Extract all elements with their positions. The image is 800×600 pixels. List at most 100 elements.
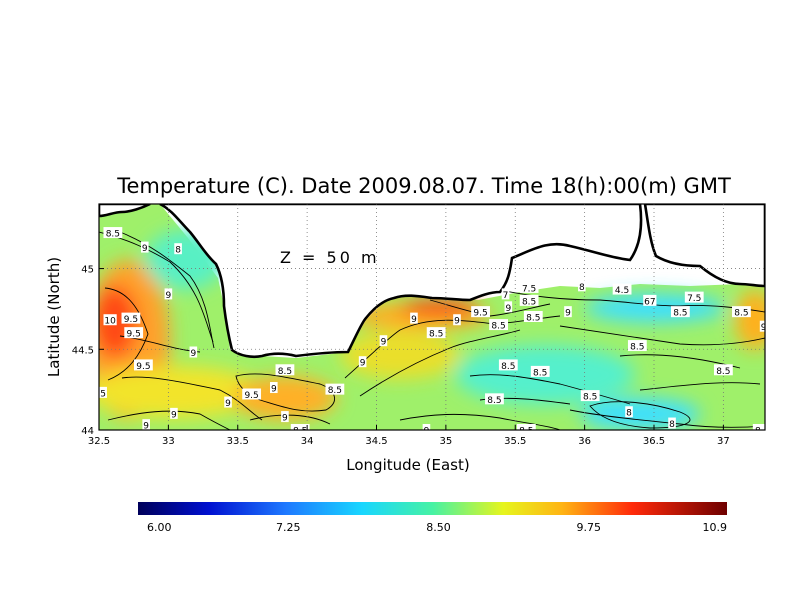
colorbar-tick-label: 9.75 bbox=[577, 521, 602, 534]
contour-label-bg bbox=[99, 386, 107, 398]
contour-label: 7.5 bbox=[522, 284, 536, 294]
contour-label: 8.5 bbox=[501, 362, 515, 372]
isotherm-line bbox=[429, 299, 551, 317]
contour-label: 8.5 bbox=[491, 322, 505, 332]
colorbar-tick-label: 10.9 bbox=[703, 521, 728, 534]
contour-label: 9 bbox=[505, 304, 511, 314]
contour-label: 9.5 bbox=[136, 362, 150, 372]
contour-label: 9 bbox=[360, 359, 366, 369]
contour-label: 9 bbox=[171, 410, 177, 420]
contour-label: 8.5 bbox=[526, 314, 540, 324]
contour-label-bg bbox=[121, 312, 141, 324]
crimea-land bbox=[159, 204, 643, 359]
contour-label: 7.5 bbox=[687, 294, 701, 304]
hot-strip-coast bbox=[400, 300, 480, 316]
isotherm-line bbox=[121, 376, 263, 421]
x-tick-label: 33.5 bbox=[227, 436, 249, 447]
isotherm-line bbox=[469, 374, 631, 405]
colorbar-tick-label: 6.00 bbox=[147, 521, 172, 534]
x-tick-label: 36.5 bbox=[643, 436, 665, 447]
colorbar-ticks: 6.00 7.25 8.50 9.75 10.9 bbox=[147, 521, 727, 534]
contour-label: 8.5 bbox=[533, 368, 547, 378]
contour-label: 9 bbox=[166, 291, 172, 301]
contour-label: 9.5 bbox=[127, 330, 141, 340]
contour-label-bg bbox=[410, 312, 418, 324]
contour-label: 8 bbox=[669, 420, 675, 430]
warm-band-central bbox=[340, 331, 460, 379]
contour-label-bg bbox=[489, 319, 508, 331]
contour-label: 8 bbox=[175, 246, 181, 256]
contour-label-bg bbox=[684, 291, 704, 303]
contour-label-bg bbox=[281, 411, 289, 423]
isotherm-line bbox=[589, 401, 691, 429]
colorbar: 6.00 7.25 8.50 9.75 10.9 bbox=[138, 502, 727, 534]
contour-label: 7 bbox=[503, 291, 509, 301]
warm-band-southwest bbox=[99, 366, 265, 418]
contour-label-bg bbox=[752, 424, 765, 430]
contour-label: 8.5 bbox=[673, 309, 687, 319]
x-tick-label: 37 bbox=[717, 436, 730, 447]
contour-label-bg bbox=[580, 390, 600, 402]
hot-core-west bbox=[99, 286, 137, 358]
contour-label-bg bbox=[275, 364, 295, 376]
colorbar-tick-label: 8.50 bbox=[426, 521, 451, 534]
contour-label-bg bbox=[732, 306, 751, 318]
contour-label-bg bbox=[501, 288, 510, 300]
isotherm-line bbox=[499, 289, 765, 313]
depth-annotation: Z = 50 m bbox=[280, 248, 380, 267]
contour-label: 8.5 bbox=[278, 367, 292, 377]
colorbar-gradient bbox=[138, 502, 727, 515]
contour-label: 8.5 bbox=[716, 367, 730, 377]
contour-label-bg bbox=[103, 314, 117, 326]
contour-label-bg bbox=[422, 424, 431, 430]
x-axis: 32.5 33 33.5 34 34.5 35 35.5 36 36.5 37 bbox=[88, 425, 730, 447]
contour-label-bg bbox=[668, 417, 676, 429]
contour-label-bg bbox=[578, 280, 586, 292]
contour-label-bg bbox=[325, 383, 345, 395]
contour-label: 10 bbox=[104, 317, 116, 327]
contour-label: 9 bbox=[424, 427, 430, 437]
x-tick-label: 36 bbox=[578, 436, 591, 447]
x-tick-label: 32.5 bbox=[88, 436, 110, 447]
isotherm-line bbox=[107, 410, 231, 430]
contour-label-bg bbox=[498, 359, 518, 371]
contour-label-bg bbox=[242, 388, 262, 400]
contour-label: 9 bbox=[190, 349, 196, 359]
contour-label-bg bbox=[174, 243, 182, 255]
contour-label: 9 bbox=[411, 315, 417, 325]
contour-label-bg bbox=[453, 314, 461, 326]
contour-label: 8.5 bbox=[328, 386, 342, 396]
contour-label: 8.5 bbox=[734, 309, 748, 319]
plot-frame bbox=[98, 203, 766, 431]
contour-label-bg bbox=[625, 406, 633, 418]
caucasus-land bbox=[643, 204, 765, 288]
northwest-coast bbox=[99, 204, 151, 218]
chart-title: Temperature (C). Date 2009.08.07. Time 1… bbox=[116, 174, 731, 198]
contour-label-bg bbox=[426, 327, 446, 339]
y-tick-label: 44 bbox=[81, 426, 94, 437]
contour-label-bg bbox=[124, 327, 144, 339]
contour-label: 9 bbox=[454, 317, 460, 327]
contour-label-bg bbox=[270, 382, 278, 394]
contour-label-bg bbox=[530, 365, 550, 377]
isotherm-line bbox=[359, 329, 521, 397]
contour-label: 8.5 bbox=[583, 393, 597, 403]
contour-label-bg bbox=[713, 364, 733, 376]
contour-label: 9 bbox=[565, 309, 571, 319]
contour-label: 9.5 bbox=[244, 391, 258, 401]
colorbar-tick-label: 7.25 bbox=[276, 521, 301, 534]
contour-label: 8.5 bbox=[519, 427, 533, 437]
isotherm-line bbox=[559, 325, 765, 346]
contour-label-bg bbox=[516, 424, 536, 430]
contour-label: 9 bbox=[225, 399, 231, 409]
y-axis-label: Latitude (North) bbox=[45, 257, 63, 377]
contour-label: 8.5 bbox=[630, 343, 644, 353]
contour-label-bg bbox=[358, 356, 367, 368]
contour-label-bg bbox=[224, 396, 232, 408]
contour-label-bg bbox=[519, 281, 539, 293]
contour-label: 8.5 bbox=[429, 330, 443, 340]
contour-label: 9 bbox=[761, 323, 767, 333]
isotherm-line bbox=[249, 414, 331, 425]
